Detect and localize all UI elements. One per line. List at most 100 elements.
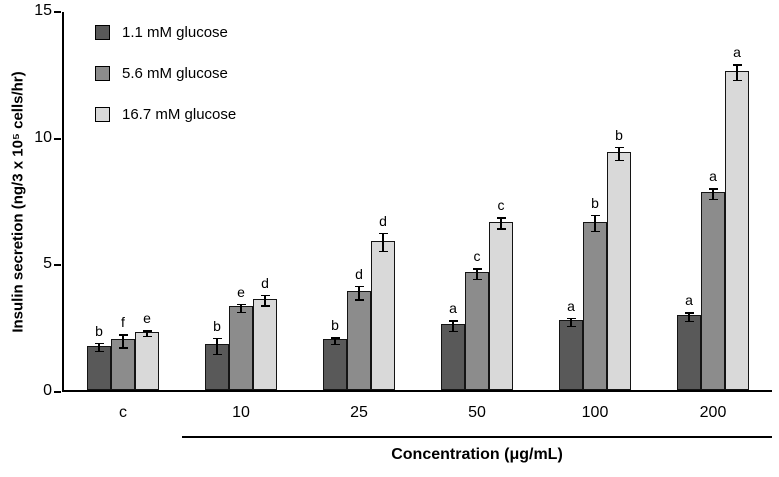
significance-label: b: [591, 194, 599, 211]
error-bar-cap-bottom: [118, 347, 128, 349]
error-bar: [146, 331, 148, 337]
bar-series2-50: [465, 272, 489, 390]
error-bar-cap-bottom: [448, 330, 458, 333]
error-bar-cap-top: [236, 303, 246, 306]
error-bar: [736, 65, 738, 81]
significance-label: a: [733, 44, 741, 61]
bar-series1-c: [87, 345, 111, 390]
error-bar: [240, 304, 242, 313]
significance-label: d: [355, 265, 363, 282]
significance-label: d: [261, 274, 269, 291]
bar-series2-c: [111, 339, 135, 390]
error-bar-cap-bottom: [684, 320, 694, 323]
bar-series1-100: [559, 320, 583, 390]
significance-label: a: [709, 168, 717, 185]
bar-series3-200: [725, 70, 749, 390]
error-bar-cap-top: [566, 317, 576, 320]
bar-series2-10: [229, 306, 253, 390]
error-bar: [712, 189, 714, 200]
error-bar-cap-bottom: [212, 353, 222, 355]
bar-series3-10: [253, 298, 277, 390]
legend-label: 5.6 mM glucose: [122, 65, 228, 82]
error-bar-cap-bottom: [378, 250, 388, 253]
y-tick-mark: [54, 264, 61, 267]
error-bar-cap-top: [378, 232, 388, 235]
significance-label: a: [567, 297, 575, 314]
error-bar-cap-top: [94, 342, 104, 345]
bar-series3-100: [607, 151, 631, 390]
significance-label: a: [685, 292, 693, 309]
significance-label: a: [449, 300, 457, 317]
legend-item-3: 16.7 mM glucose: [95, 106, 236, 123]
error-bar: [216, 338, 218, 354]
bar-series2-25: [347, 291, 371, 390]
error-bar-cap-bottom: [330, 343, 340, 346]
x-tick-label-200: 200: [699, 404, 727, 421]
bar-series3-50: [489, 221, 513, 390]
legend-item-2: 5.6 mM glucose: [95, 65, 236, 82]
error-bar-cap-top: [118, 334, 128, 336]
y-axis-title: Insulin secretion (ng/3 x 10⁵ cells/hr): [9, 71, 27, 333]
y-tick-mark: [54, 137, 61, 140]
legend-item-1: 1.1 mM glucose: [95, 24, 236, 41]
error-bar: [264, 295, 266, 306]
error-bar-cap-bottom: [354, 299, 364, 301]
error-bar-cap-bottom: [142, 335, 152, 338]
error-bar-cap-bottom: [94, 350, 104, 353]
error-bar: [452, 321, 454, 332]
error-bar-cap-bottom: [614, 159, 624, 162]
significance-label: e: [143, 310, 151, 327]
error-bar-cap-top: [708, 188, 718, 190]
error-bar: [594, 215, 596, 232]
significance-label: b: [331, 317, 339, 334]
error-bar: [618, 147, 620, 161]
y-tick-label: 0: [43, 382, 52, 399]
error-bar-cap-top: [330, 337, 340, 339]
error-bar-cap-top: [684, 312, 694, 314]
bar-series3-c: [135, 331, 159, 390]
y-tick-label: 5: [43, 255, 52, 273]
significance-label: c: [497, 197, 505, 214]
x-tick-label-50: 50: [468, 404, 486, 421]
error-bar-cap-top: [212, 337, 222, 340]
legend-label: 1.1 mM glucose: [122, 24, 228, 41]
treatment-group-underline: [182, 436, 772, 438]
significance-label: e: [237, 283, 245, 300]
error-bar-cap-top: [732, 64, 742, 66]
legend-swatch: [95, 25, 110, 40]
x-tick-label-10: 10: [232, 404, 250, 421]
bar-series1-25: [323, 339, 347, 390]
legend-swatch: [95, 107, 110, 122]
significance-label: f: [121, 314, 125, 330]
x-tick-label-c: c: [119, 404, 127, 421]
error-bar: [500, 218, 502, 229]
error-bar-cap-top: [472, 268, 482, 270]
error-bar-cap-top: [448, 320, 458, 322]
bar-series1-200: [677, 315, 701, 390]
x-tick-label-100: 100: [581, 404, 609, 421]
error-bar-cap-top: [260, 294, 270, 297]
y-tick-mark: [54, 11, 61, 13]
error-bar: [688, 313, 690, 322]
significance-label: d: [379, 212, 387, 229]
bar-series1-50: [441, 324, 465, 390]
y-tick-label: 10: [34, 128, 52, 146]
x-tick-label-25: 25: [350, 404, 368, 421]
error-bar-cap-top: [590, 214, 600, 217]
error-bar: [122, 335, 124, 348]
legend: 1.1 mM glucose 5.6 mM glucose 16.7 mM gluc…: [95, 24, 236, 147]
error-bar: [358, 286, 360, 300]
error-bar-cap-bottom: [496, 228, 506, 230]
significance-label: c: [473, 248, 481, 265]
x-axis-title: Concentration (μg/mL): [391, 446, 563, 463]
y-tick-mark: [54, 391, 61, 393]
error-bar-cap-bottom: [732, 79, 742, 82]
error-bar-cap-bottom: [260, 305, 270, 307]
legend-swatch: [95, 66, 110, 81]
error-bar-cap-bottom: [472, 278, 482, 281]
error-bar: [570, 318, 572, 327]
significance-label: b: [615, 126, 623, 143]
error-bar-cap-top: [142, 330, 152, 332]
error-bar-cap-bottom: [590, 230, 600, 233]
